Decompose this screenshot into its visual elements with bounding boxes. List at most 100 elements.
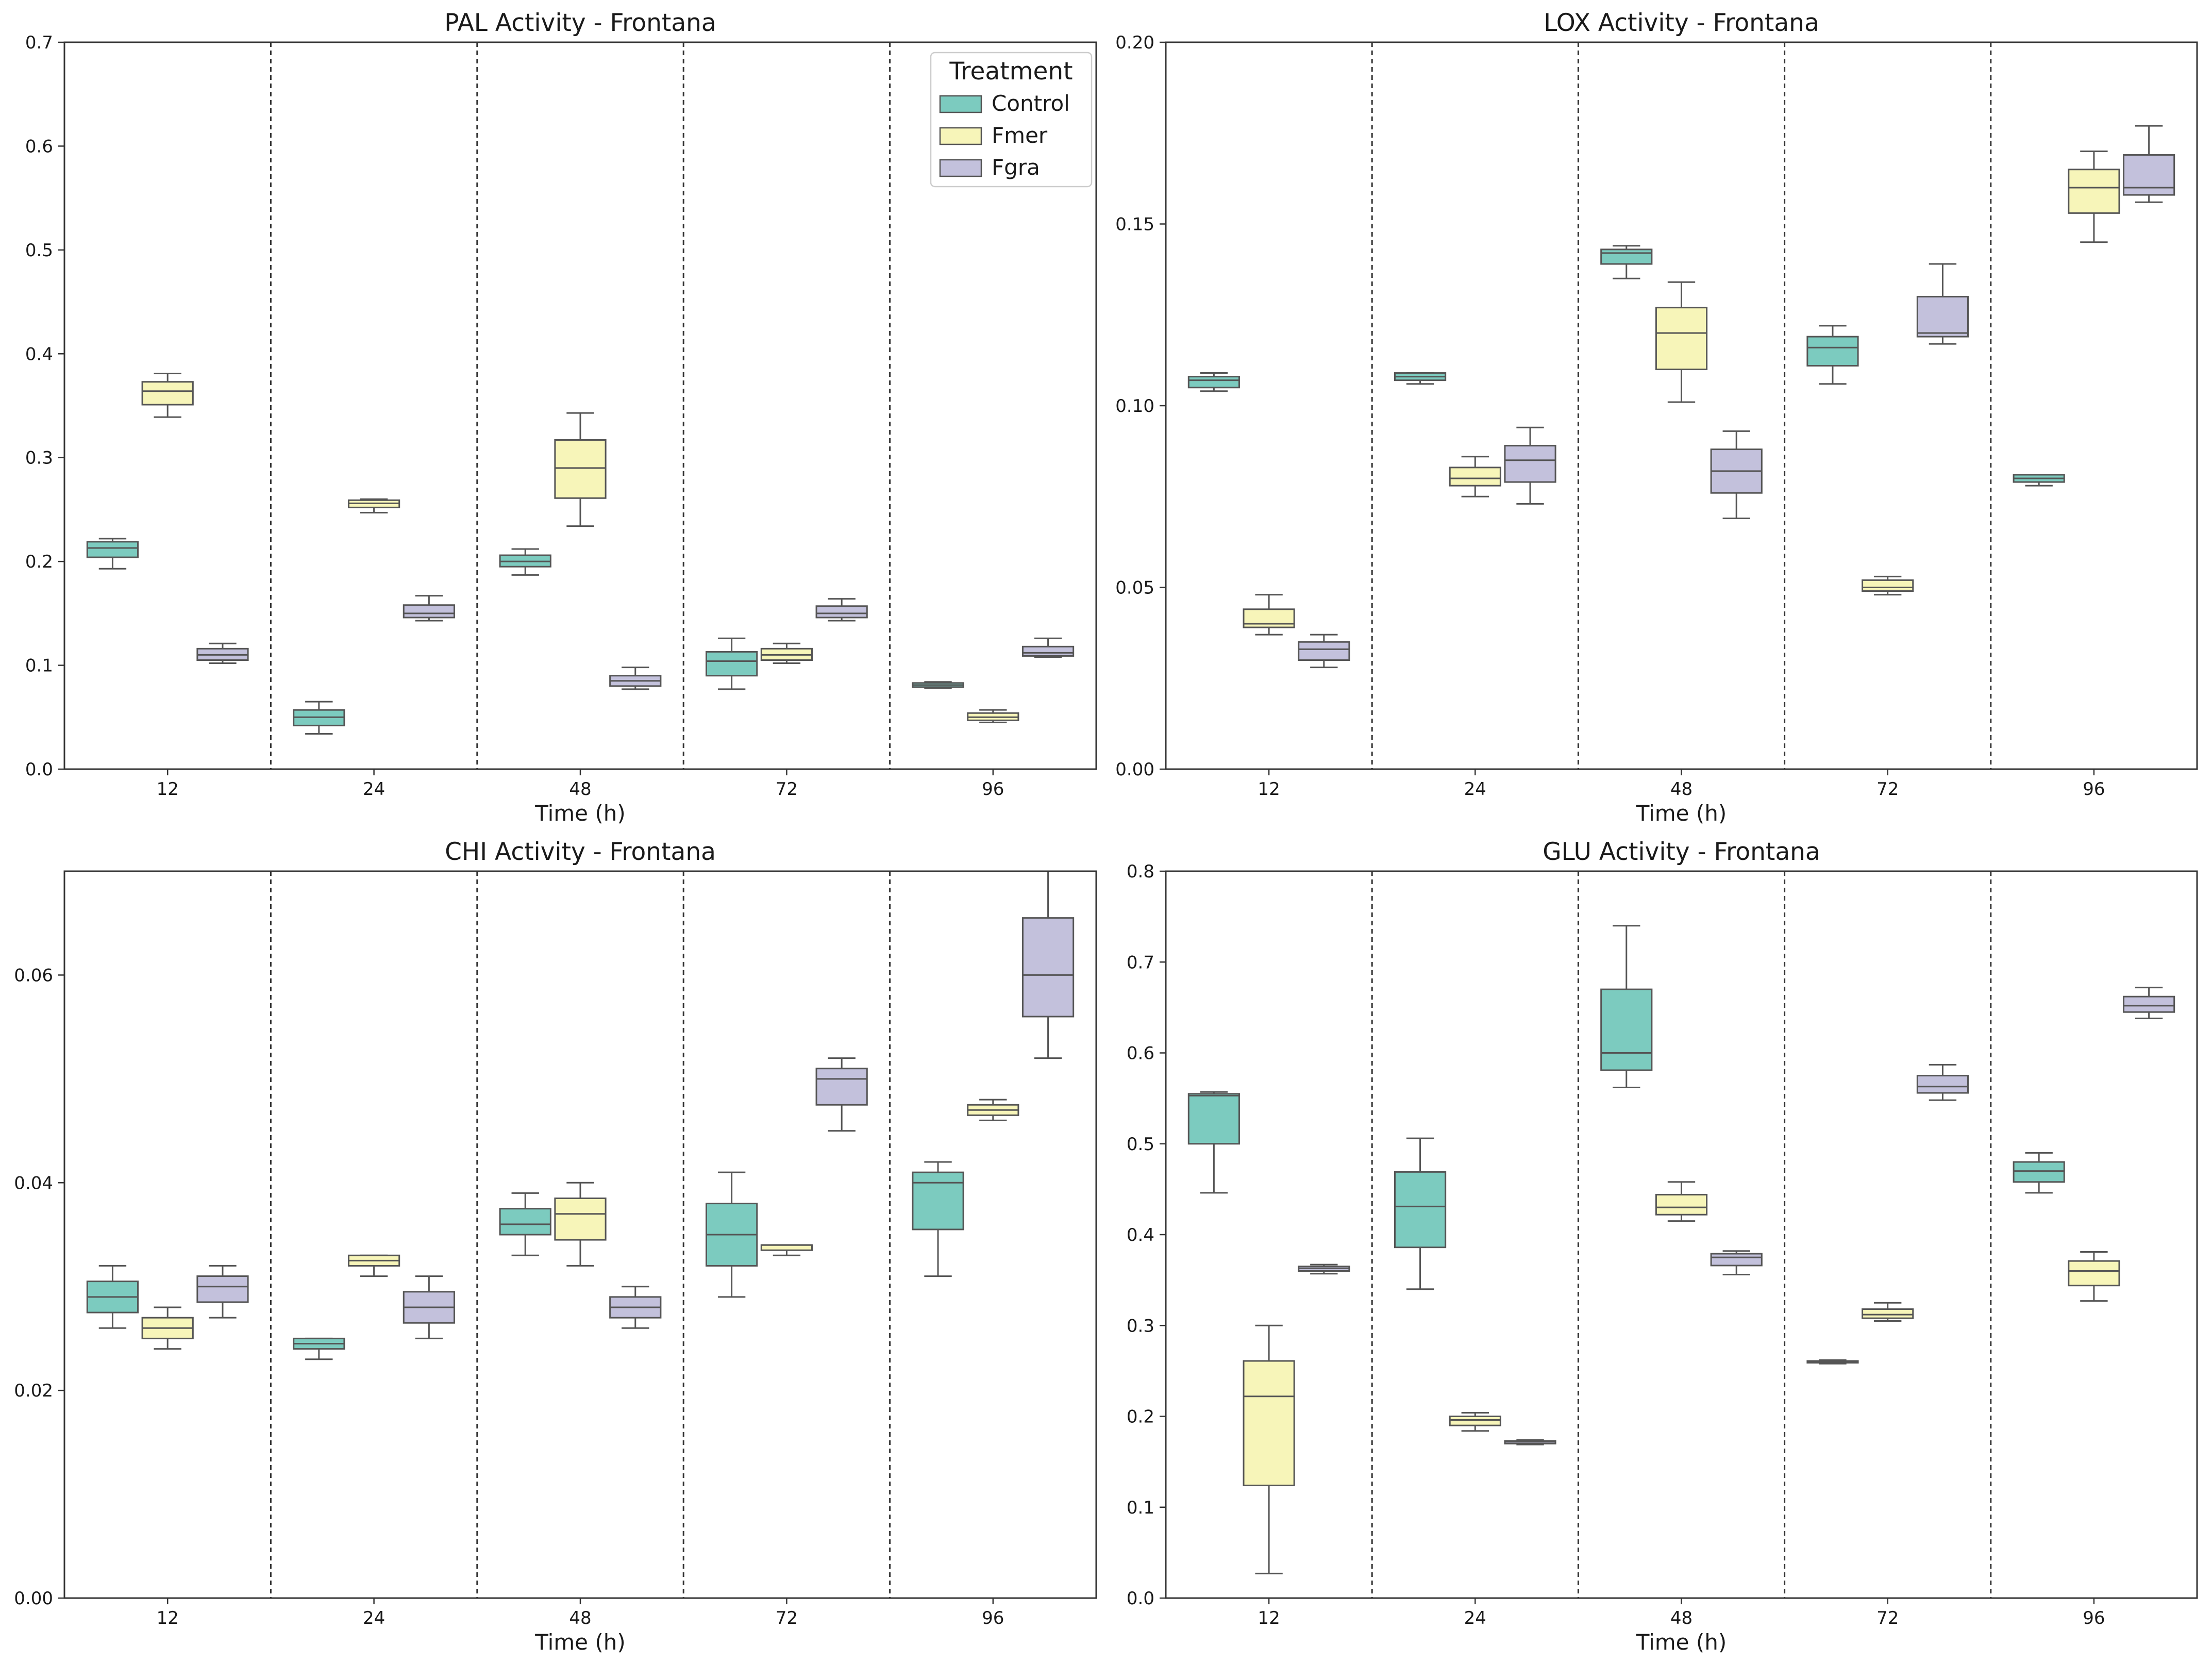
x-tick-label: 24 (1464, 1608, 1486, 1628)
x-tick-label: 12 (1258, 1608, 1280, 1628)
x-tick-label: 12 (157, 1608, 179, 1628)
box-control-96 (912, 681, 964, 689)
y-tick-label: 0.00 (14, 1588, 53, 1609)
box-iqr (1187, 1093, 1240, 1145)
y-tick-label: 0.3 (1127, 1316, 1154, 1336)
chart-title: PAL Activity - Frontana (444, 9, 716, 37)
y-tick-label: 0.10 (1115, 396, 1154, 417)
box-fgra-48 (1710, 1250, 1763, 1276)
box-fmer-48 (554, 1182, 607, 1267)
box-fgra-96 (1021, 871, 1075, 1059)
y-tick-label: 0.1 (25, 656, 53, 676)
axes-frame (1165, 41, 2198, 770)
box-marks (86, 871, 1075, 1360)
box-control-72 (706, 1171, 758, 1298)
y-tick-label: 0.20 (1115, 32, 1154, 53)
box-control-72 (706, 637, 758, 690)
x-tick-label: 24 (363, 779, 385, 800)
y-tick-label: 0.4 (1127, 1225, 1154, 1245)
legend-label-control: Control (992, 91, 1070, 116)
box-iqr (1298, 641, 1350, 661)
legend-swatch-control (939, 95, 982, 113)
y-tick-label: 0.0 (25, 759, 53, 780)
chart-title: GLU Activity - Frontana (1543, 838, 1820, 866)
box-iqr (1916, 296, 1969, 338)
box-fgra-96 (2123, 125, 2175, 203)
box-fmer-12 (1243, 1324, 1295, 1574)
box-fmer-12 (1243, 594, 1295, 636)
box-iqr (1655, 1193, 1708, 1216)
x-axis-label: Time (h) (1636, 1630, 1727, 1655)
box-iqr (1600, 988, 1653, 1071)
box-control-12 (1187, 372, 1240, 392)
box-control-72 (1806, 325, 1859, 385)
box-fmer-72 (1862, 575, 1914, 596)
box-fmer-12 (141, 1306, 194, 1350)
x-tick-label: 48 (569, 1608, 591, 1628)
box-fmer-24 (1449, 456, 1501, 497)
x-axis-label: Time (h) (534, 1630, 626, 1655)
box-iqr (1187, 376, 1240, 389)
y-tick-label: 0.0 (1127, 1588, 1154, 1609)
box-iqr (86, 541, 139, 558)
axes-frame (63, 41, 1097, 770)
y-tick-label: 0.05 (1115, 578, 1154, 599)
box-iqr (706, 651, 758, 677)
x-tick-label: 48 (1670, 779, 1692, 800)
x-tick-label: 48 (569, 779, 591, 800)
box-iqr (1655, 307, 1708, 371)
chart-panel-4: GLU Activity - Frontana 0.0 0.1 0.2 0.3 0.4 0.… (1127, 838, 2198, 1655)
box-control-12 (1187, 1091, 1240, 1194)
box-control-24 (1394, 372, 1447, 385)
y-tick-label: 0.00 (1115, 759, 1154, 780)
y-tick-label: 0.7 (1127, 952, 1154, 973)
box-iqr (1862, 579, 1914, 592)
x-tick-label: 72 (776, 779, 798, 800)
box-iqr (1449, 467, 1501, 487)
box-control-24 (293, 701, 345, 735)
x-axis-label: Time (h) (534, 801, 626, 826)
box-fgra-96 (1021, 637, 1075, 658)
box-iqr (1243, 608, 1295, 628)
box-fmer-72 (760, 642, 813, 664)
y-tick-label: 0.04 (14, 1173, 53, 1193)
x-axis-label: Time (h) (1636, 801, 1727, 826)
box-fgra-12 (196, 1265, 249, 1319)
box-marks (86, 373, 1075, 735)
x-tick-label: 24 (363, 1608, 385, 1628)
box-iqr (2068, 1260, 2120, 1287)
box-control-96 (2013, 1152, 2065, 1194)
box-iqr (1862, 1308, 1914, 1319)
box-fgra-24 (1504, 1439, 1556, 1445)
box-iqr (554, 1198, 607, 1241)
x-tick-label: 96 (982, 779, 1004, 800)
legend-title: Treatment (949, 57, 1073, 86)
chart-title: CHI Activity - Frontana (445, 838, 716, 866)
x-tick-label: 72 (776, 1608, 798, 1628)
y-tick-label: 0.1 (1127, 1498, 1154, 1518)
box-control-48 (1600, 245, 1653, 279)
y-tick-label: 0.3 (25, 448, 53, 469)
y-tick-label: 0.8 (1127, 861, 1154, 882)
chart-title: LOX Activity - Frontana (1544, 9, 1819, 37)
box-iqr (1916, 1075, 1969, 1094)
x-tick-label: 12 (1258, 779, 1280, 800)
box-control-48 (499, 1192, 551, 1256)
box-fgra-48 (609, 1286, 662, 1329)
y-tick-label: 0.5 (1127, 1134, 1154, 1155)
x-tick-label: 24 (1464, 779, 1486, 800)
box-control-48 (1600, 925, 1653, 1088)
box-fgra-12 (196, 642, 249, 664)
axes-frame (1165, 870, 2198, 1599)
box-control-24 (1394, 1137, 1447, 1290)
x-tick-label: 96 (2083, 1608, 2105, 1628)
box-iqr (403, 604, 455, 619)
box-iqr (912, 1171, 964, 1231)
box-fmer-72 (1862, 1302, 1914, 1322)
box-fgra-12 (1298, 634, 1350, 669)
x-tick-label: 72 (1876, 1608, 1899, 1628)
box-iqr (196, 1275, 249, 1303)
box-fgra-12 (1298, 1264, 1350, 1275)
box-fmer-72 (760, 1244, 813, 1256)
